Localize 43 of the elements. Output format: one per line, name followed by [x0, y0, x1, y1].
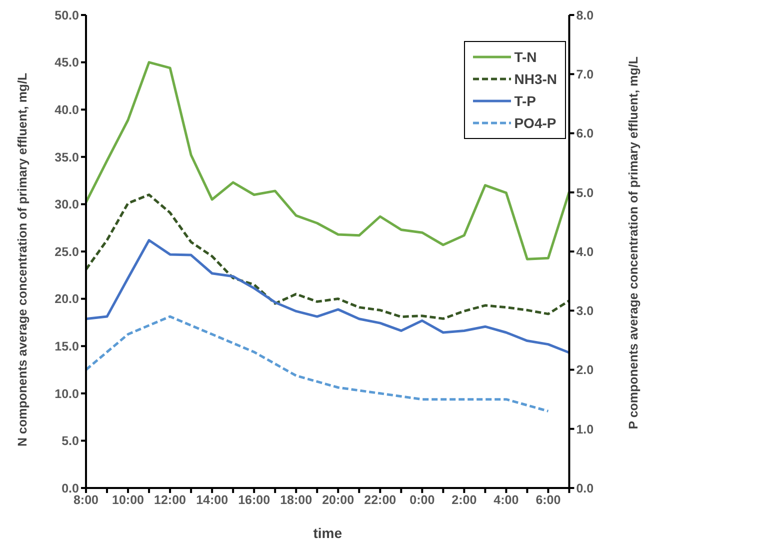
- y2-tick-label: 4.0: [576, 244, 594, 259]
- legend-label: NH3-N: [514, 71, 557, 87]
- x-tick-label: 18:00: [280, 492, 312, 507]
- x-tick-label: 14:00: [196, 492, 228, 507]
- x-tick-label: 4:00: [494, 492, 519, 507]
- y-tick-label: 50.0: [54, 8, 80, 22]
- line-series: [84, 315, 550, 412]
- x-tick-label: 6:00: [536, 492, 561, 507]
- y-tick-label: 5.0: [62, 434, 80, 448]
- x-tick-label: 20:00: [322, 492, 354, 507]
- y-tick-label: 35.0: [54, 150, 80, 164]
- y-tick-label: 20.0: [54, 292, 80, 306]
- y2-tick-label: 1.0: [576, 422, 594, 436]
- y-tick-label: 40.0: [54, 103, 80, 118]
- x-tick-label: 12:00: [154, 492, 186, 507]
- x-tick-label: 0:00: [410, 492, 435, 507]
- legend-label: T-P: [514, 93, 536, 109]
- x-tick-label: 22:00: [364, 492, 396, 507]
- y2-tick-label: 0.0: [576, 481, 594, 496]
- y2-tick-label: 2.0: [576, 363, 594, 378]
- line-series: [84, 61, 570, 260]
- y2-tick-label: 8.0: [576, 8, 594, 22]
- y-tick-label: 45.0: [54, 56, 80, 70]
- y2-axis-title: P components average concentration of primary effluent, mg/L: [626, 56, 641, 430]
- line-series: [84, 193, 570, 320]
- y-tick-label: 10.0: [54, 386, 80, 401]
- x-tick-label: 2:00: [452, 492, 477, 507]
- y2-tick-label: 6.0: [576, 126, 594, 141]
- y2-tick-label: 7.0: [576, 68, 594, 82]
- y2-tick-label: 5.0: [576, 186, 594, 200]
- x-tick-label: 16:00: [238, 492, 270, 507]
- x-tick-label: 8:00: [73, 492, 99, 507]
- x-axis-title: time: [313, 525, 342, 541]
- y-tick-label: 30.0: [54, 198, 80, 212]
- x-tick-label: 10:00: [112, 492, 144, 507]
- legend-label: T-N: [514, 49, 537, 65]
- legend-label: PO4-P: [514, 115, 556, 131]
- y-axis-title: N components average concentration of primary effluent, mg/L: [15, 72, 30, 446]
- y-tick-label: 15.0: [54, 340, 80, 354]
- line-series: [84, 239, 570, 354]
- y2-tick-label: 3.0: [576, 304, 594, 318]
- y-tick-label: 25.0: [54, 244, 80, 259]
- y-tick-label: 0.0: [62, 481, 80, 496]
